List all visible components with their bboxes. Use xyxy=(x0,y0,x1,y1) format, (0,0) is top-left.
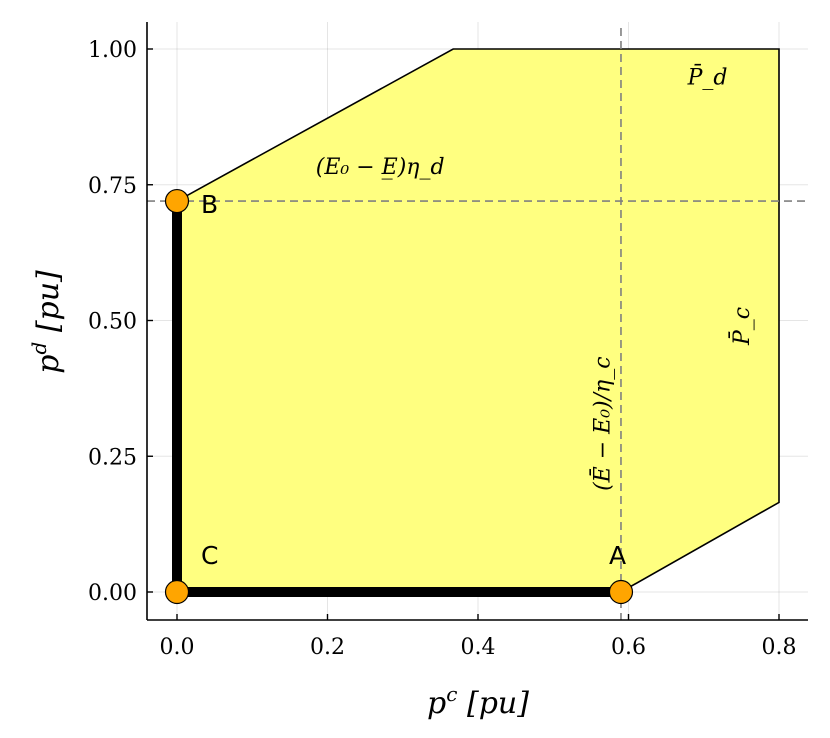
annotation-0: (E₀ − E̲)η_d xyxy=(316,155,445,180)
annotation-3: P̄_c xyxy=(728,307,755,346)
y-tick-label-3: 0.75 xyxy=(88,174,137,199)
point-c xyxy=(164,579,190,605)
y-axis-label: pd [pu] xyxy=(27,270,66,374)
y-tick-label-0: 0.00 xyxy=(88,581,137,606)
point-a xyxy=(608,579,634,605)
reference-lines xyxy=(147,28,808,620)
points xyxy=(164,188,634,605)
y-tick-label-1: 0.25 xyxy=(88,445,137,470)
annotation-1: (Ē − E₀)/η_c xyxy=(590,356,616,490)
tick-labels: 0.0 0.2 0.4 0.6 0.8 0.00 0.25 0.50 0.75 1.00 xyxy=(88,38,796,660)
y-tick-label-2: 0.50 xyxy=(88,310,137,335)
point-label-c: C xyxy=(201,541,218,570)
y-tick-label-4: 1.00 xyxy=(88,38,137,63)
point-labels: A B C xyxy=(201,190,626,570)
point-b xyxy=(164,188,190,214)
annotation-2: P̄_d xyxy=(687,63,728,90)
x-tick-label-2: 0.4 xyxy=(461,635,496,660)
axes xyxy=(146,22,808,621)
feasible-region xyxy=(176,48,780,593)
x-tick-label-0: 0.0 xyxy=(160,635,195,660)
point-label-b: B xyxy=(201,190,218,219)
annotations: (E₀ − E̲)η_d (Ē − E₀)/η_c P̄_d P̄_c xyxy=(316,63,755,491)
x-tick-label-1: 0.2 xyxy=(310,635,345,660)
x-tick-label-3: 0.6 xyxy=(611,635,646,660)
x-axis-label: pc [pu] xyxy=(427,682,529,721)
x-tick-label-4: 0.8 xyxy=(762,635,797,660)
point-label-a: A xyxy=(609,541,626,570)
